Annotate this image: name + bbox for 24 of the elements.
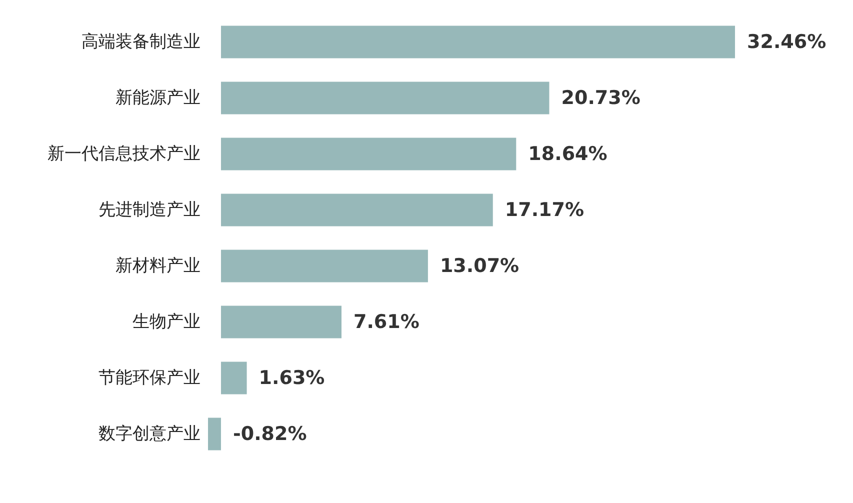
bar [220,82,550,114]
bar [220,250,428,282]
data-label: 7.61% [353,311,420,333]
data-label: -0.82% [232,423,307,445]
bar [220,26,735,58]
y-tick-label: 新材料产业 [116,256,200,276]
bar [220,194,493,226]
data-label: 13.07% [440,255,520,277]
y-tick-label: 数字创意产业 [98,424,200,444]
data-label: 32.46% [747,31,826,53]
data-label: 1.63% [258,367,325,389]
y-tick-label: 新能源产业 [116,88,200,108]
data-label: 20.73% [561,87,640,109]
y-tick-label: 高端装备制造业 [82,32,200,52]
y-tick-label: 生物产业 [132,312,200,332]
bar [208,418,221,450]
data-label: 17.17% [504,199,584,221]
y-tick-label: 新一代信息技术产业 [48,144,200,164]
y-tick-label: 先进制造产业 [98,200,200,220]
bar [220,138,516,170]
bar [220,306,342,338]
bar [220,362,247,394]
y-tick-label: 节能环保产业 [98,368,200,388]
data-label: 18.64% [528,143,608,165]
